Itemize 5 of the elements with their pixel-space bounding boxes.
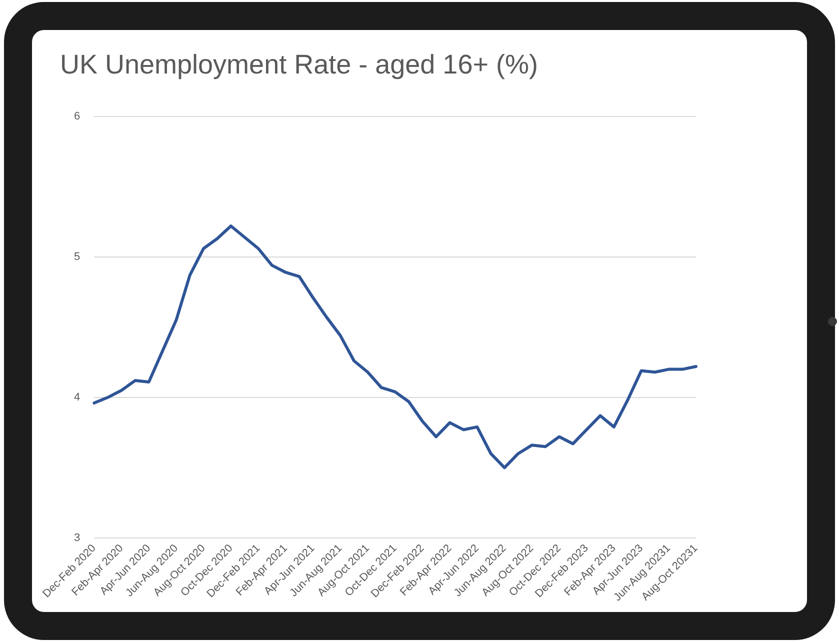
y-tick-label: 5 [74, 250, 80, 263]
y-tick-label: 6 [74, 110, 80, 122]
y-tick-label: 3 [74, 532, 80, 544]
y-tick-label: 4 [74, 391, 80, 404]
chart-title: UK Unemployment Rate - aged 16+ (%) [60, 50, 538, 80]
